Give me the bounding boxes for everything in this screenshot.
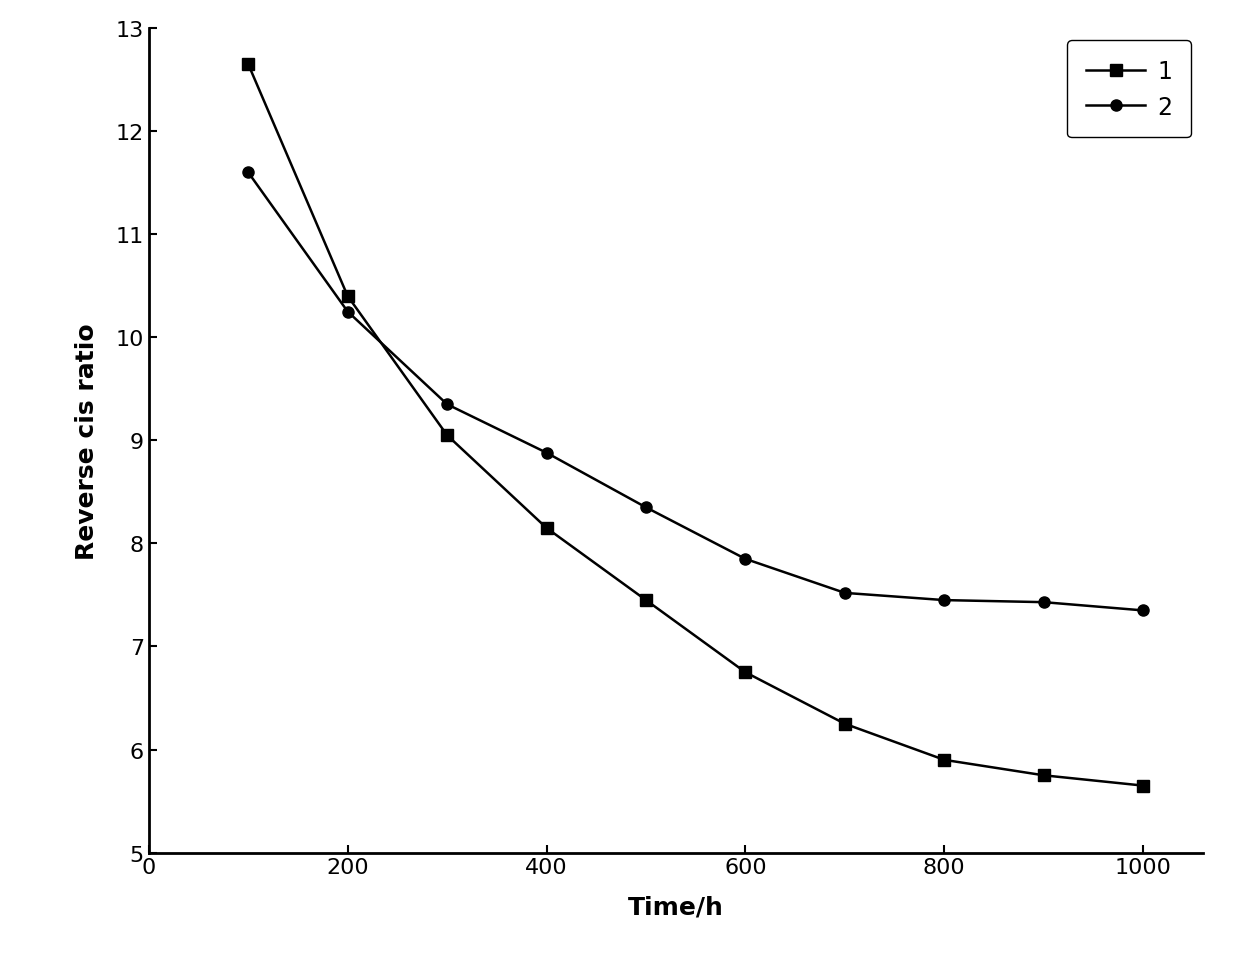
2 <box>738 553 753 565</box>
Line: 1: 1 <box>243 59 1148 792</box>
2 <box>837 587 852 599</box>
1 <box>241 59 255 71</box>
2 <box>937 595 952 607</box>
1 <box>440 430 455 442</box>
Legend: 1, 2: 1, 2 <box>1068 41 1190 139</box>
2 <box>539 448 554 459</box>
1 <box>837 718 852 730</box>
1 <box>539 522 554 534</box>
1 <box>340 291 355 302</box>
Y-axis label: Reverse cis ratio: Reverse cis ratio <box>74 323 99 559</box>
2 <box>1136 605 1151 616</box>
2 <box>340 306 355 318</box>
2 <box>1037 597 1052 609</box>
2 <box>639 502 653 514</box>
1 <box>1136 780 1151 792</box>
Line: 2: 2 <box>243 168 1148 616</box>
1 <box>937 754 952 766</box>
X-axis label: Time/h: Time/h <box>627 894 724 919</box>
1 <box>1037 769 1052 781</box>
2 <box>440 399 455 411</box>
1 <box>738 667 753 678</box>
2 <box>241 168 255 179</box>
1 <box>639 595 653 607</box>
